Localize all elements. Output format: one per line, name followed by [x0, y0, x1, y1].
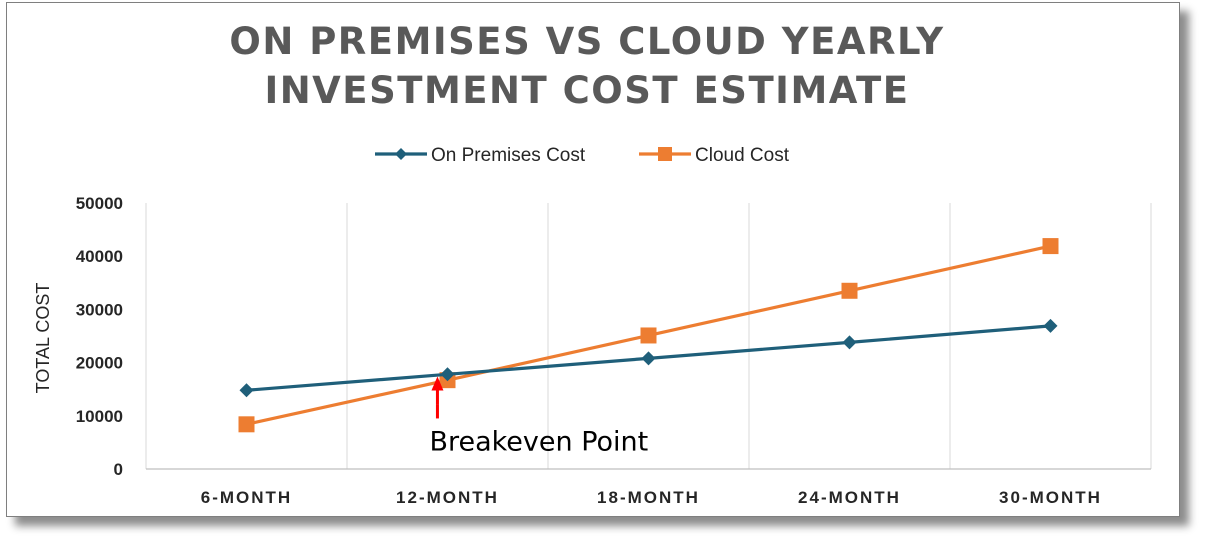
legend-swatch-marker — [395, 148, 407, 160]
x-tick-label: 24-MONTH — [798, 488, 901, 507]
x-tick-label: 6-MONTH — [201, 488, 292, 507]
chart-title-line-1: ON PREMISES VS CLOUD YEARLY — [229, 20, 944, 63]
y-tick-label: 10000 — [76, 407, 123, 426]
x-tick-label: 12-MONTH — [396, 488, 499, 507]
x-tick-label: 30-MONTH — [999, 488, 1102, 507]
annotation-arrow-head — [431, 376, 444, 391]
y-axis: 0 10000 20000 30000 40000 50000 — [76, 194, 123, 479]
annotation-label: Breakeven Point — [429, 426, 648, 457]
legend-swatch-marker — [658, 147, 672, 161]
y-tick-label: 30000 — [76, 300, 123, 319]
x-axis: 6-MONTH 12-MONTH 18-MONTH 24-MONTH 30-MONTH — [146, 468, 1151, 507]
data-point-marker — [440, 367, 455, 382]
x-tick-label: 18-MONTH — [597, 488, 700, 507]
y-tick-label: 20000 — [76, 354, 123, 373]
legend-label: On Premises Cost — [431, 145, 586, 166]
data-point-marker — [641, 351, 656, 366]
series-on-premises — [239, 318, 1058, 398]
data-point-marker — [239, 383, 254, 398]
data-point-marker — [238, 416, 255, 433]
legend-item: On Premises Cost — [375, 145, 586, 166]
data-point-marker — [640, 327, 657, 344]
breakeven-annotation: Breakeven Point — [429, 376, 648, 457]
legend-label: Cloud Cost — [695, 145, 790, 166]
series-layer — [238, 238, 1059, 433]
y-tick-label: 40000 — [76, 247, 123, 266]
data-point-marker — [1042, 238, 1059, 255]
line-chart: ON PREMISES VS CLOUD YEARLY INVESTMENT C… — [33, 20, 1152, 507]
legend: On Premises Cost Cloud Cost — [375, 145, 790, 166]
y-tick-label: 0 — [114, 460, 123, 479]
y-axis-label: TOTAL COST — [33, 283, 53, 394]
grid — [145, 203, 1152, 469]
data-point-marker — [841, 282, 858, 299]
chart-title: ON PREMISES VS CLOUD YEARLY INVESTMENT C… — [229, 20, 944, 112]
y-tick-label: 50000 — [76, 194, 123, 213]
data-point-marker — [842, 335, 857, 350]
legend-item: Cloud Cost — [639, 145, 790, 166]
data-point-marker — [1043, 318, 1058, 333]
chart-frame: ON PREMISES VS CLOUD YEARLY INVESTMENT C… — [6, 2, 1180, 517]
chart-title-line-2: INVESTMENT COST ESTIMATE — [264, 69, 909, 112]
